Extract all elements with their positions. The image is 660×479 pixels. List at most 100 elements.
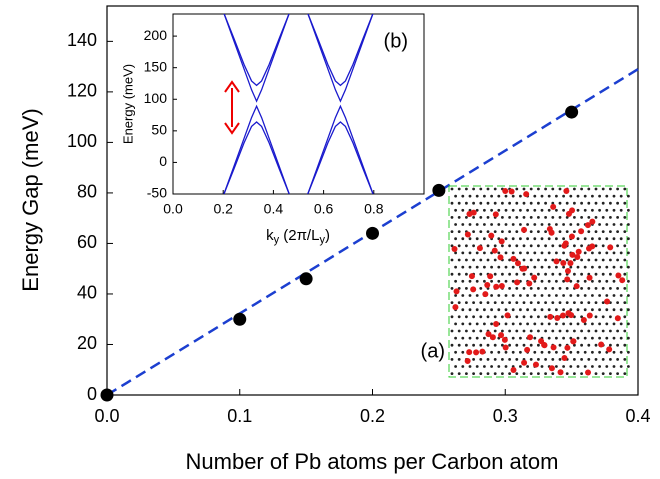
lattice-atom: [461, 265, 465, 269]
lattice-atom: [609, 358, 612, 361]
lattice-atom: [490, 265, 493, 269]
lattice-atom: [565, 287, 569, 290]
lattice-atom: [493, 358, 497, 361]
lattice-atom: [576, 308, 580, 312]
lattice-atom: [594, 201, 598, 205]
lattice-atom: [619, 350, 623, 354]
lead-atom: [470, 209, 477, 216]
lattice-atom: [529, 301, 533, 304]
lattice-atom: [529, 315, 533, 319]
lattice-atom: [493, 315, 497, 319]
lattice-atom: [623, 315, 627, 319]
lattice-atom: [468, 251, 472, 255]
lattice-atom: [573, 272, 576, 276]
lattice-atom: [616, 258, 619, 262]
lattice-atom: [529, 216, 533, 219]
lattice-atom: [533, 194, 537, 198]
lattice-atom: [501, 216, 504, 219]
lattice-atom: [627, 279, 630, 283]
lattice-atom: [526, 208, 529, 212]
lattice-atom: [497, 265, 501, 269]
lattice-atom: [511, 279, 515, 283]
lattice-atom: [454, 223, 457, 226]
lattice-atom: [450, 230, 454, 234]
lattice-atom: [508, 244, 511, 248]
lattice-atom: [472, 343, 475, 347]
lattice-atom: [573, 372, 576, 375]
lattice-atom: [529, 372, 533, 375]
lead-atom: [562, 240, 569, 247]
lattice-atom: [569, 279, 573, 283]
lattice-atom: [619, 336, 623, 340]
lead-atom: [476, 245, 483, 252]
lattice-atom: [465, 343, 468, 347]
lattice-atom: [576, 279, 580, 283]
lattice-atom: [555, 223, 558, 226]
lattice-atom: [533, 251, 537, 255]
lattice-atom: [508, 258, 511, 262]
lattice-atom: [623, 230, 627, 234]
lattice-atom: [558, 343, 562, 347]
lattice-atom: [619, 322, 623, 326]
lattice-atom: [497, 294, 501, 297]
lattice-atom: [529, 287, 533, 290]
lead-atom: [538, 338, 545, 345]
band-curve: [223, 14, 290, 103]
lead-atom: [521, 226, 528, 233]
lattice-atom: [490, 223, 493, 226]
lattice-atom: [457, 258, 461, 262]
lattice-atom: [605, 251, 609, 255]
lattice-atom: [619, 237, 623, 241]
lead-atom: [614, 315, 621, 322]
lattice-atom: [623, 187, 627, 191]
lattice-atom: [490, 294, 493, 297]
lattice-atom: [504, 237, 508, 241]
lattice-atom: [547, 350, 551, 354]
lattice-atom: [511, 336, 515, 340]
lattice-atom: [627, 223, 630, 226]
lattice-atom: [569, 265, 573, 269]
lattice-atom: [493, 372, 497, 375]
band-curve: [307, 14, 374, 103]
lattice-atom: [526, 294, 529, 297]
inset-x-label: ky (2π/Ly): [266, 227, 330, 246]
lattice-atom: [501, 315, 504, 319]
lattice-atom: [562, 265, 565, 269]
lead-atom: [473, 349, 480, 356]
lattice-atom: [537, 201, 540, 205]
lattice-atom: [497, 251, 501, 255]
lattice-atom: [623, 258, 627, 262]
lattice-atom: [475, 322, 479, 326]
lattice-atom: [569, 223, 573, 226]
lattice-atom: [580, 329, 583, 333]
lattice-atom: [490, 208, 493, 212]
lattice-atom: [461, 350, 465, 354]
lattice-atom: [587, 187, 591, 191]
lattice-atom: [612, 208, 616, 212]
lattice-atom: [605, 279, 609, 283]
lattice-atom: [551, 187, 555, 191]
lattice-atom: [623, 272, 627, 276]
lattice-atom: [497, 223, 501, 226]
lattice-atom: [612, 223, 616, 226]
lattice-atom: [587, 230, 591, 234]
lattice-atom: [457, 287, 461, 290]
lattice-atom: [450, 216, 454, 219]
lattice-atom: [450, 187, 454, 191]
gap-arrow: [224, 80, 240, 135]
y-tick-label: 80: [77, 182, 97, 202]
lattice-atom: [475, 365, 479, 368]
lead-atom: [510, 366, 517, 373]
lattice-atom: [623, 287, 627, 290]
lattice-atom: [609, 315, 612, 319]
inset-x-tick-label: 0.8: [364, 201, 384, 217]
lattice-atom: [558, 216, 562, 219]
lattice-atom: [493, 230, 497, 234]
lattice-atom: [522, 272, 526, 276]
lattice-atom: [576, 336, 580, 340]
lattice-atom: [450, 287, 454, 290]
inset-annotation: (b): [384, 30, 408, 52]
lead-atom: [574, 253, 581, 260]
lattice-atom: [522, 216, 526, 219]
lattice-atom: [461, 365, 465, 368]
